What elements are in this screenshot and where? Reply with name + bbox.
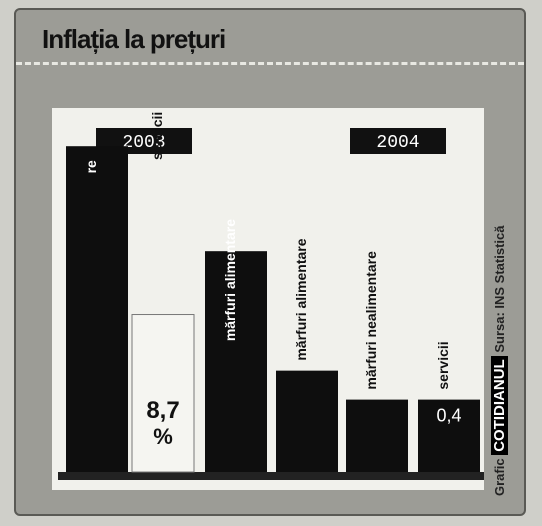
- source-prefix: Grafic: [492, 458, 507, 496]
- bar-category-label: servicii: [435, 341, 451, 389]
- bar: [66, 146, 128, 472]
- bar-category-label: servicii: [149, 112, 165, 160]
- bar-category-label: mărfuri nealimentare: [363, 251, 379, 390]
- bar-category-label: mărfuri alimentare: [293, 238, 309, 360]
- bar: [131, 314, 195, 473]
- chart-header: Inflația la prețuri: [16, 10, 524, 65]
- source-credit: Grafic COTIDIANUL Sursa: INS Statistică: [485, 168, 519, 498]
- chart-title: Inflația la prețuri: [42, 24, 226, 54]
- bar: [346, 399, 408, 472]
- bar-category-label: re: [83, 160, 99, 173]
- source-brand-logo: COTIDIANUL: [491, 356, 508, 455]
- bar-category-label: mărfuri alimentare: [222, 219, 238, 341]
- bar: [418, 399, 480, 472]
- year-label: 2003: [122, 133, 165, 153]
- bar: [276, 370, 338, 472]
- bar-value-unit: %: [153, 424, 173, 449]
- source-suffix: Sursa: INS Statistică: [492, 225, 507, 353]
- bar-value-label: 0,4: [436, 406, 461, 426]
- year-label: 2004: [376, 133, 419, 153]
- chart-baseline: [58, 472, 484, 480]
- bar-value-label: 8,7: [146, 397, 179, 424]
- source-text: Grafic COTIDIANUL Sursa: INS Statistică: [491, 226, 508, 496]
- bar: [205, 251, 267, 472]
- year-box: [350, 128, 446, 154]
